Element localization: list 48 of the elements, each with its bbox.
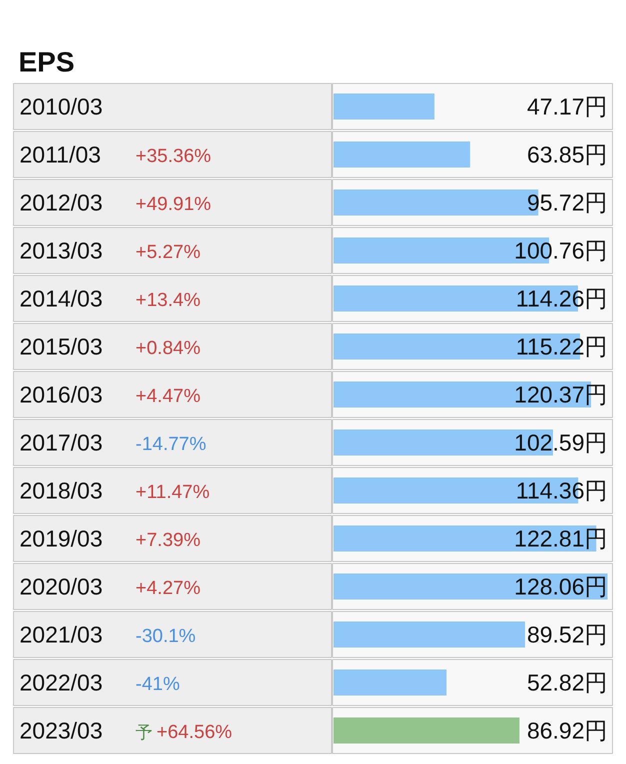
data-label: 128.06円 — [514, 574, 608, 600]
text: +64.56% — [156, 722, 232, 743]
data-label: 120.37円 — [514, 382, 608, 408]
y-tick-label: 2013/03 — [20, 238, 103, 264]
data-label: 86.92円 — [526, 718, 608, 744]
y-tick-label: 2017/03 — [20, 430, 103, 456]
y-tick-label: 2016/03 — [20, 382, 103, 408]
text: +0.84% — [136, 338, 201, 359]
text: +5.27% — [136, 242, 201, 263]
y-tick-label: 2015/03 — [20, 334, 103, 360]
text: -14.77% — [136, 434, 206, 455]
data-label: 52.82円 — [526, 670, 608, 696]
text: 予 — [136, 722, 152, 742]
bar — [334, 94, 434, 120]
text: +7.39% — [136, 530, 201, 551]
bar — [334, 670, 447, 696]
bar — [334, 622, 526, 648]
text: -41% — [136, 674, 180, 695]
bar — [334, 718, 520, 744]
data-label: 122.81円 — [514, 526, 608, 552]
y-tick-label: 2023/03 — [20, 718, 103, 744]
data-label: 115.22円 — [516, 334, 608, 360]
y-tick-label: 2019/03 — [20, 526, 103, 552]
bar — [334, 142, 470, 168]
data-label: 102.59円 — [514, 430, 608, 456]
y-tick-label: 2011/03 — [20, 142, 101, 168]
text: -30.1% — [136, 626, 196, 647]
text: EPS — [18, 46, 75, 78]
text: +4.27% — [136, 578, 201, 599]
y-tick-label: 2021/03 — [20, 622, 103, 648]
data-label: 89.52円 — [526, 622, 608, 648]
data-label: 95.72円 — [526, 190, 608, 216]
text: +13.4% — [136, 290, 201, 311]
data-label: 114.26円 — [516, 286, 608, 312]
text: +4.47% — [136, 386, 201, 407]
data-label: 100.76円 — [514, 238, 608, 264]
y-tick-label: 2020/03 — [20, 574, 103, 600]
text: +11.47% — [136, 482, 210, 503]
text: +49.91% — [136, 194, 212, 215]
y-tick-label: 2018/03 — [20, 478, 103, 504]
data-label: 63.85円 — [526, 142, 608, 168]
y-tick-label: 2014/03 — [20, 286, 103, 312]
data-label: 114.36円 — [516, 478, 608, 504]
y-tick-label: 2010/03 — [20, 94, 103, 120]
y-tick-label: 2022/03 — [20, 670, 103, 696]
y-tick-label: 2012/03 — [20, 190, 103, 216]
data-label: 47.17円 — [526, 94, 608, 120]
text: +35.36% — [136, 146, 212, 167]
